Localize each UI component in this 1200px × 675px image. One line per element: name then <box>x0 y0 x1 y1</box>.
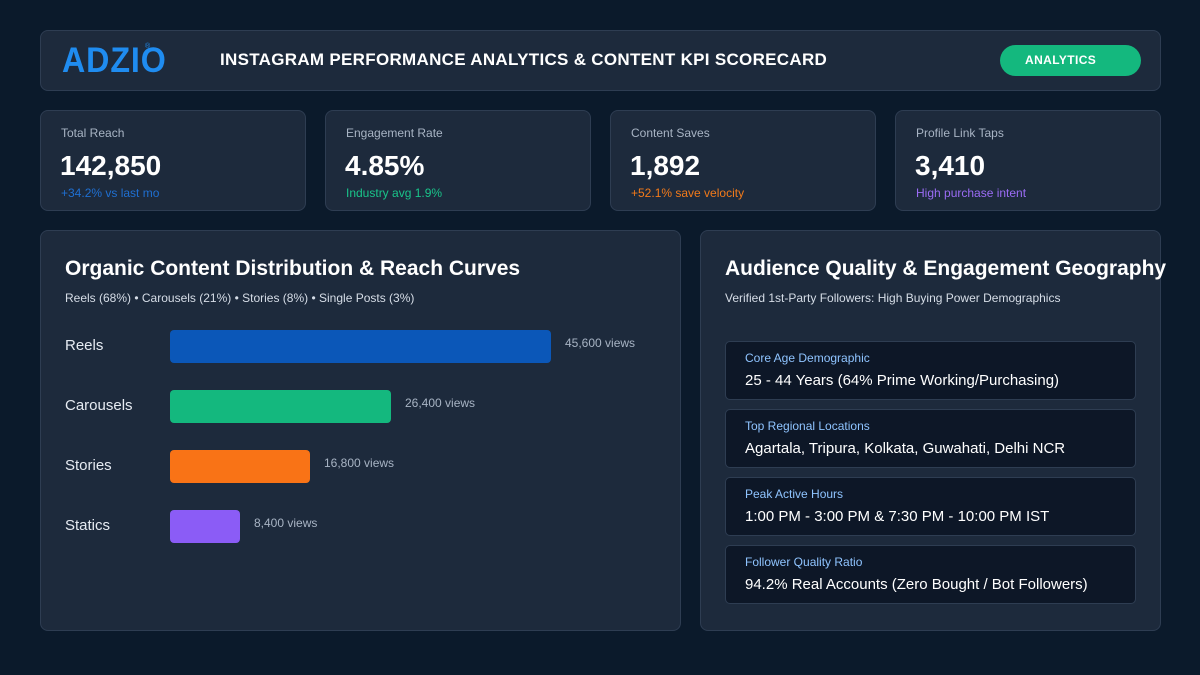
bar-row-reels: Reels 45,600 views <box>41 330 682 364</box>
kpi-label: Total Reach <box>61 126 125 140</box>
info-value: 25 - 44 Years (64% Prime Working/Purchas… <box>745 372 1060 389</box>
bar-label: Reels <box>65 337 104 354</box>
distribution-subtitle: Reels (68%) • Carousels (21%) • Stories … <box>65 291 415 305</box>
page-title: INSTAGRAM PERFORMANCE ANALYTICS & CONTEN… <box>220 50 828 69</box>
info-card-follower-quality: Follower Quality Ratio 94.2% Real Accoun… <box>725 545 1136 604</box>
kpi-label: Profile Link Taps <box>916 126 1004 140</box>
bar-row-stories: Stories 16,800 views <box>41 450 682 484</box>
bar-carousels[interactable] <box>170 390 391 423</box>
kpi-subtext: +34.2% vs last mo <box>61 186 160 200</box>
info-label: Top Regional Locations <box>745 419 870 433</box>
kpi-label: Content Saves <box>631 126 710 140</box>
audience-quality-panel: Audience Quality & Engagement Geography … <box>700 230 1166 631</box>
bar-label: Carousels <box>65 397 133 414</box>
kpi-subtext: High purchase intent <box>916 186 1027 200</box>
bar-label: Stories <box>65 457 112 474</box>
info-value: 94.2% Real Accounts (Zero Bought / Bot F… <box>745 576 1088 593</box>
bar-value-label: 16,800 views <box>324 456 395 470</box>
bar-label: Statics <box>65 517 111 534</box>
info-card-core-age: Core Age Demographic 25 - 44 Years (64% … <box>725 341 1136 400</box>
info-card-peak-hours: Peak Active Hours 1:00 PM - 3:00 PM & 7:… <box>725 477 1136 536</box>
info-card-regional-locations: Top Regional Locations Agartala, Tripura… <box>725 409 1136 468</box>
header-bar: ADZIO ® INSTAGRAM PERFORMANCE ANALYTICS … <box>40 30 1161 91</box>
brand-logo: ADZIO <box>62 41 167 80</box>
info-label: Follower Quality Ratio <box>745 555 863 569</box>
registered-mark: ® <box>145 43 151 50</box>
kpi-value: 3,410 <box>915 150 986 181</box>
bar-row-carousels: Carousels 26,400 views <box>41 390 682 424</box>
content-distribution-panel: Organic Content Distribution & Reach Cur… <box>40 230 681 631</box>
info-label: Peak Active Hours <box>745 487 844 501</box>
bar-value-label: 45,600 views <box>565 336 636 350</box>
kpi-card-profile-link-taps: Profile Link Taps 3,410 High purchase in… <box>895 110 1161 211</box>
info-label: Core Age Demographic <box>745 351 870 365</box>
kpi-subtext: +52.1% save velocity <box>631 186 745 200</box>
distribution-title: Organic Content Distribution & Reach Cur… <box>65 257 521 280</box>
audience-title: Audience Quality & Engagement Geography <box>725 257 1167 280</box>
kpi-value: 142,850 <box>60 150 162 181</box>
kpi-label: Engagement Rate <box>346 126 443 140</box>
bar-row-statics: Statics 8,400 views <box>41 510 682 544</box>
kpi-card-total-reach: Total Reach 142,850 +34.2% vs last mo <box>40 110 306 211</box>
bar-reels[interactable] <box>170 330 551 363</box>
kpi-value: 4.85% <box>345 150 425 181</box>
bar-value-label: 8,400 views <box>254 516 318 530</box>
info-value: Agartala, Tripura, Kolkata, Guwahati, De… <box>745 440 1066 457</box>
kpi-card-content-saves: Content Saves 1,892 +52.1% save velocity <box>610 110 876 211</box>
analytics-badge[interactable]: ANALYTICS <box>1000 45 1141 76</box>
info-value: 1:00 PM - 3:00 PM & 7:30 PM - 10:00 PM I… <box>745 508 1050 525</box>
bar-stories[interactable] <box>170 450 310 483</box>
kpi-card-engagement-rate: Engagement Rate 4.85% Industry avg 1.9% <box>325 110 591 211</box>
bar-value-label: 26,400 views <box>405 396 476 410</box>
kpi-value: 1,892 <box>630 150 701 181</box>
bar-statics[interactable] <box>170 510 240 543</box>
kpi-subtext: Industry avg 1.9% <box>346 186 443 200</box>
audience-subtitle: Verified 1st-Party Followers: High Buyin… <box>725 291 1061 305</box>
